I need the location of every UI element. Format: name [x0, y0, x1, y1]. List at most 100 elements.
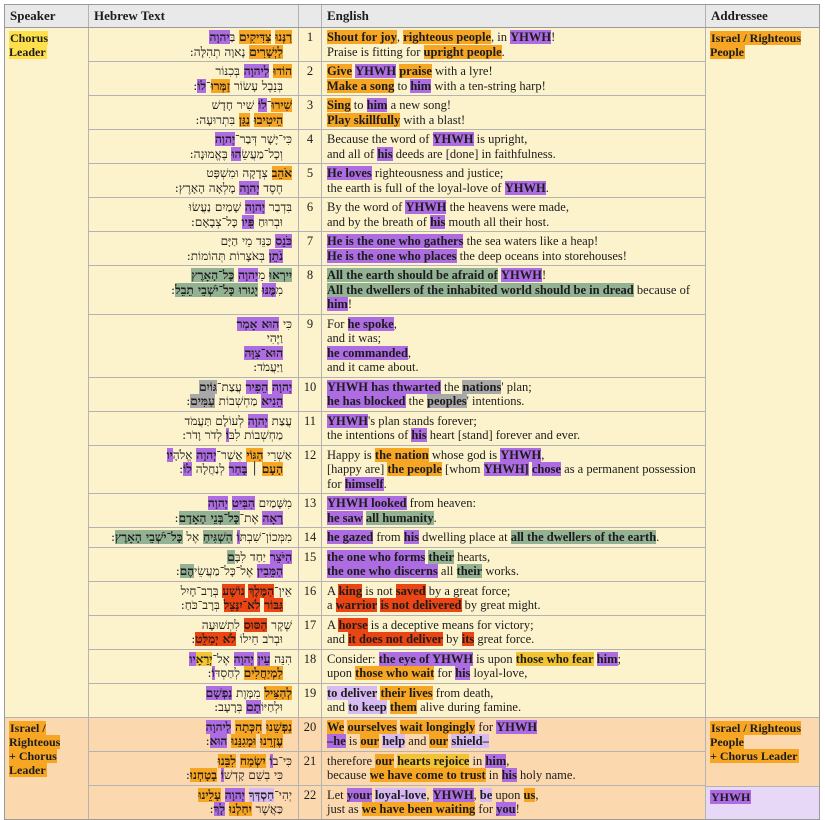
plain-text: for — [475, 719, 497, 734]
text-line: Shout for joy, righteous people, in YHWH… — [327, 30, 700, 45]
verse-rows-band2: נַפְשֵׁנוּ חִכְּתָה לַיהוָה עֶזְרֵנוּ וּמ… — [89, 717, 706, 819]
highlight-p: his — [501, 768, 517, 782]
plain-text: לְנַחֲלָה — [191, 462, 229, 476]
plain-text: : — [179, 462, 184, 476]
verse-row-16: אֵין־הַמֶּלֶךְ נוֹשָׁע בְּרָב־חָיִל גִּבּ… — [89, 581, 706, 616]
highlight-p: יְהוָה — [214, 132, 235, 146]
highlight-o: us — [523, 787, 536, 802]
plain-text: righteousness and justice; — [371, 166, 504, 180]
plain-text: הִנֵּה — [270, 651, 292, 666]
plain-text: מִ — [275, 282, 283, 297]
plain-text: בְּרָעָב: — [214, 700, 247, 714]
text-line: just as we have been waiting for you! — [327, 802, 700, 817]
highlight-o: righteous people — [403, 30, 492, 44]
plain-text: with a lyre! — [431, 64, 493, 78]
text-line: All the dwellers of the inhabited world … — [327, 282, 700, 312]
verse-row-19: לְהַצִּיל מִמָּוֶת נַפְשָׁם וּלְחַיּוֹתָם… — [89, 683, 706, 717]
hebrew-cell: לְהַצִּיל מִמָּוֶת נַפְשָׁם וּלְחַיּוֹתָם… — [89, 683, 299, 717]
speaker-label: Chorus Leader — [9, 31, 49, 59]
text-line: רָאָה אֶת־כָּל־בְּנֵי הָאָדָם: — [93, 510, 292, 526]
text-line: the intentions of his heart [stand] fore… — [327, 428, 700, 443]
text-line: וַיֶּהִי — [93, 331, 292, 346]
plain-text: mouth all their host. — [445, 214, 550, 229]
hebrew-cell: מִשָּׁמַיִם הִבִּיט יְהוָה רָאָה אֶת־כָּל… — [89, 494, 299, 527]
header-cell-addressee: Addressee — [711, 8, 768, 23]
highlight-r: נוֹשָׁע — [222, 583, 245, 598]
highlight-g: All the earth should be afraid of — [327, 268, 498, 282]
english-cell: he gazed from his dwelling place at all … — [322, 528, 706, 547]
text-line: He is the one who gathers the sea waters… — [327, 234, 700, 249]
plain-text: to — [350, 98, 367, 112]
plain-text: ; — [617, 651, 621, 666]
plain-text: וּבְרֹב חֵילוֹ — [235, 632, 283, 646]
english-cell: A horse is a deceptive means for victory… — [322, 615, 706, 649]
header-cell-english: English — [322, 5, 706, 27]
highlight-g: יִירְאוּ — [269, 268, 292, 282]
verse-number: 18 — [299, 649, 322, 683]
text-line: Play skillfully with a blast! — [327, 112, 700, 128]
text-line: כִּי־יָשָׁר דְּבַר־יְהוָה — [93, 132, 292, 147]
speech-band-israel-chorus: Israel / Righteous + Chorus Leader נַפְש… — [5, 717, 819, 819]
highlight-p: יו — [166, 447, 173, 462]
verse-number: 8 — [299, 266, 322, 314]
highlight-r: הַמֶּלֶךְ — [248, 583, 274, 598]
highlight-p: רָאָה — [262, 510, 283, 525]
english-cell: Let your loyal-love, YHWH, be upon us, ju… — [322, 785, 706, 819]
text-line: בִּדְבַר יְהוָה שָׁמַיִם נַעֲשׂוּ — [93, 200, 292, 215]
plain-text: ־ — [266, 98, 272, 112]
plain-text: אֶל־ — [212, 651, 234, 666]
plain-text: יַחַד לִבָּ — [234, 549, 270, 564]
highlight-o: them — [389, 700, 417, 714]
text-line: וְכָל־מַעֲשֵׂהוּ בֶּאֱמוּנָה: — [93, 146, 292, 162]
verse-row-21: כִּי־בוֹ יִשְׂמַח לִבֵּנוּ כִּי בְשֵׁם קָ… — [89, 751, 706, 786]
header-cell-verse-number — [299, 5, 322, 27]
english-cell: therefore our hearts rejoice in him, beca… — [322, 751, 706, 785]
plain-text: כִּי בְשֵׁם קָדְשׁ — [223, 768, 283, 782]
plain-text: a new song! — [387, 98, 451, 112]
highlight-o: we have been waiting — [361, 802, 476, 816]
plain-text: כִּי — [279, 316, 292, 331]
plain-text: is not — [362, 583, 396, 598]
plain-text: ! — [541, 268, 547, 282]
plain-text: מַחְשְׁבוֹת — [214, 394, 262, 408]
plain-text: כַּאֲשֶׁר — [251, 802, 283, 816]
plain-text: , — [506, 753, 510, 768]
plain-text: therefore — [327, 753, 376, 768]
text-line: הַיֹּצֵר יַחַד לִבָּם — [93, 549, 292, 565]
plain-text: upon — [327, 666, 356, 680]
plain-text: , — [396, 30, 404, 44]
plain-text: all — [437, 564, 457, 578]
highlight-p: YHWH — [510, 30, 552, 44]
highlight-p: יְהוָה — [239, 180, 260, 195]
text-line: רַנְּנוּ צַדִּיקִים בַּיהוָה — [93, 30, 292, 45]
plain-text: great force. — [474, 632, 535, 646]
plain-text: . — [656, 530, 660, 544]
speaker-label: Israel / Righteous + Chorus Leader — [9, 720, 61, 777]
highlight-r: לֹא־יִנָּצֵל — [223, 598, 261, 612]
verse-number: 10 — [299, 377, 322, 411]
plain-text: is upon — [473, 651, 516, 666]
plain-text: מִמְּכוֹן־שִׁבְתּ — [239, 530, 292, 544]
highlight-o: הָעָם — [261, 462, 283, 476]
plain-text: because of — [633, 282, 690, 297]
hebrew-cell: עֲצַת יְהוָה לְעוֹלָם תַּעֲמֹד מַחְשְׁבוֹ… — [89, 411, 299, 445]
highlight-o: Shout for joy — [327, 30, 397, 44]
plain-text: בְּכִנּוֹר — [215, 64, 244, 78]
highlight-p: him — [366, 98, 388, 112]
highlight-p: he gazed — [327, 530, 374, 544]
plain-text: from — [373, 530, 404, 544]
highlight-r: warrior — [335, 598, 378, 612]
highlight-p: YHWH — [327, 413, 368, 428]
highlight-lp: shield– — [451, 734, 489, 748]
plain-text: אֲשֶׁר־ — [216, 447, 247, 462]
plain-text: בֶּאֱמוּנָה: — [189, 146, 232, 161]
english-cell: All the earth should be afraid of YHWH! A… — [322, 266, 706, 314]
plain-text: ' intentions. — [466, 394, 525, 408]
plain-text: כָּל־צְבָאָם: — [190, 214, 242, 229]
plain-text: 's plan stands forever; — [367, 413, 477, 428]
verse-row-5: אֹהֵב צְדָקָה וּמִשְׁפָּט חֶסֶד יְהוָה מָ… — [89, 164, 706, 198]
highlight-o: עֶזְרֵנוּ — [259, 734, 283, 748]
highlight-p: YHWH — [500, 447, 542, 462]
text-line: הוּא־צִוָּה — [93, 345, 292, 361]
text-line: he gazed from his dwelling place at all … — [327, 530, 700, 545]
